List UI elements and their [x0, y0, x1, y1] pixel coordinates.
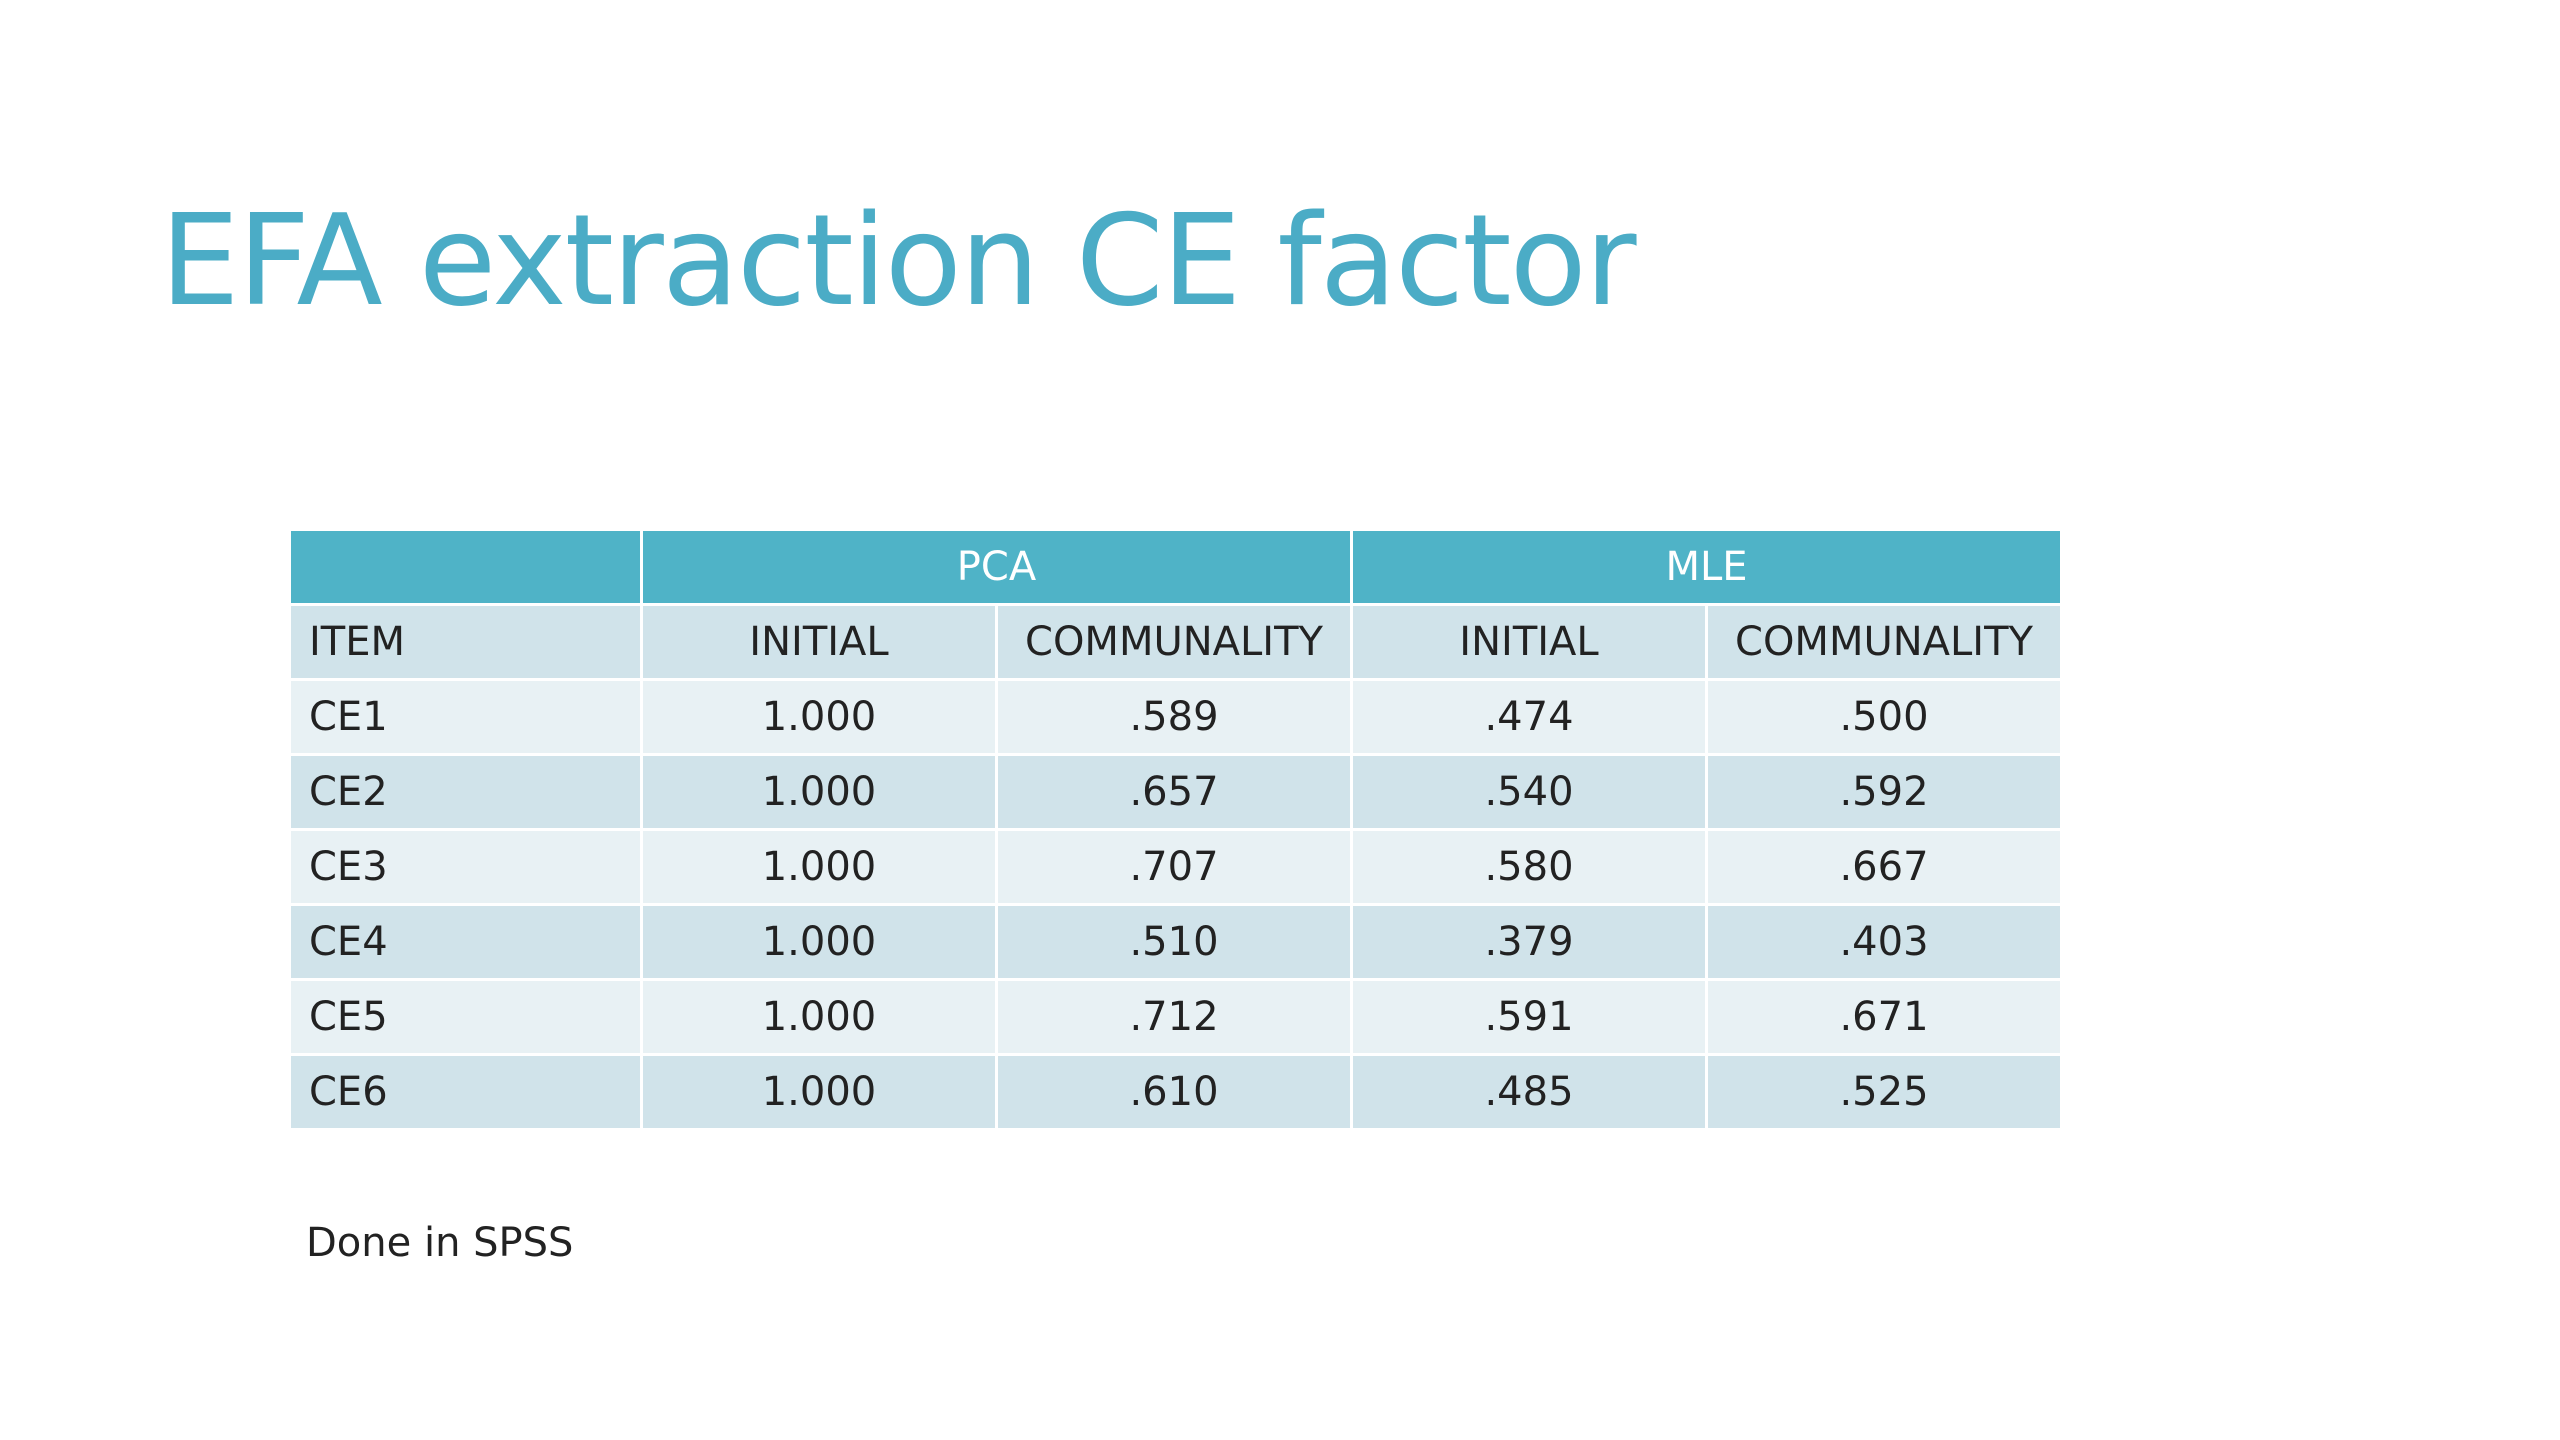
table-row: CE6 1.000 .610 .485 .525: [288, 1053, 2063, 1131]
pca-communality-cell: .589: [995, 678, 1353, 756]
mle-communality-cell: .667: [1705, 828, 2063, 906]
group-header-mle: MLE: [1350, 528, 2063, 606]
mle-initial-cell: .540: [1350, 753, 1708, 831]
column-header-pca-communality: COMMUNALITY: [995, 603, 1353, 681]
table-row: CE1 1.000 .589 .474 .500: [288, 678, 2063, 756]
group-header-pca: PCA: [640, 528, 1353, 606]
mle-initial-cell: .591: [1350, 978, 1708, 1056]
table-row: CE4 1.000 .510 .379 .403: [288, 903, 2063, 981]
mle-initial-cell: .379: [1350, 903, 1708, 981]
column-header-mle-initial: INITIAL: [1350, 603, 1708, 681]
pca-communality-cell: .610: [995, 1053, 1353, 1131]
efa-extraction-table: PCA MLE ITEM INITIAL COMMUNALITY INITIAL…: [288, 528, 2063, 1131]
mle-communality-cell: .671: [1705, 978, 2063, 1056]
pca-initial-cell: 1.000: [640, 903, 998, 981]
pca-initial-cell: 1.000: [640, 753, 998, 831]
mle-initial-cell: .485: [1350, 1053, 1708, 1131]
mle-communality-cell: .525: [1705, 1053, 2063, 1131]
mle-communality-cell: .592: [1705, 753, 2063, 831]
pca-initial-cell: 1.000: [640, 978, 998, 1056]
item-cell: CE1: [288, 678, 643, 756]
slide-title: EFA extraction CE factor: [160, 187, 1637, 334]
mle-initial-cell: .580: [1350, 828, 1708, 906]
item-cell: CE4: [288, 903, 643, 981]
pca-initial-cell: 1.000: [640, 828, 998, 906]
mle-communality-cell: .403: [1705, 903, 2063, 981]
column-header-mle-communality: COMMUNALITY: [1705, 603, 2063, 681]
column-header-row: ITEM INITIAL COMMUNALITY INITIAL COMMUNA…: [288, 603, 2063, 681]
pca-initial-cell: 1.000: [640, 678, 998, 756]
column-header-pca-initial: INITIAL: [640, 603, 998, 681]
group-header-empty: [288, 528, 643, 606]
item-cell: CE2: [288, 753, 643, 831]
item-cell: CE3: [288, 828, 643, 906]
column-header-item: ITEM: [288, 603, 643, 681]
pca-communality-cell: .712: [995, 978, 1353, 1056]
footnote: Done in SPSS: [306, 1220, 574, 1266]
item-cell: CE5: [288, 978, 643, 1056]
table-row: CE2 1.000 .657 .540 .592: [288, 753, 2063, 831]
pca-initial-cell: 1.000: [640, 1053, 998, 1131]
table-row: CE5 1.000 .712 .591 .671: [288, 978, 2063, 1056]
pca-communality-cell: .657: [995, 753, 1353, 831]
mle-initial-cell: .474: [1350, 678, 1708, 756]
pca-communality-cell: .510: [995, 903, 1353, 981]
mle-communality-cell: .500: [1705, 678, 2063, 756]
table-row: CE3 1.000 .707 .580 .667: [288, 828, 2063, 906]
pca-communality-cell: .707: [995, 828, 1353, 906]
group-header-row: PCA MLE: [288, 528, 2063, 606]
item-cell: CE6: [288, 1053, 643, 1131]
